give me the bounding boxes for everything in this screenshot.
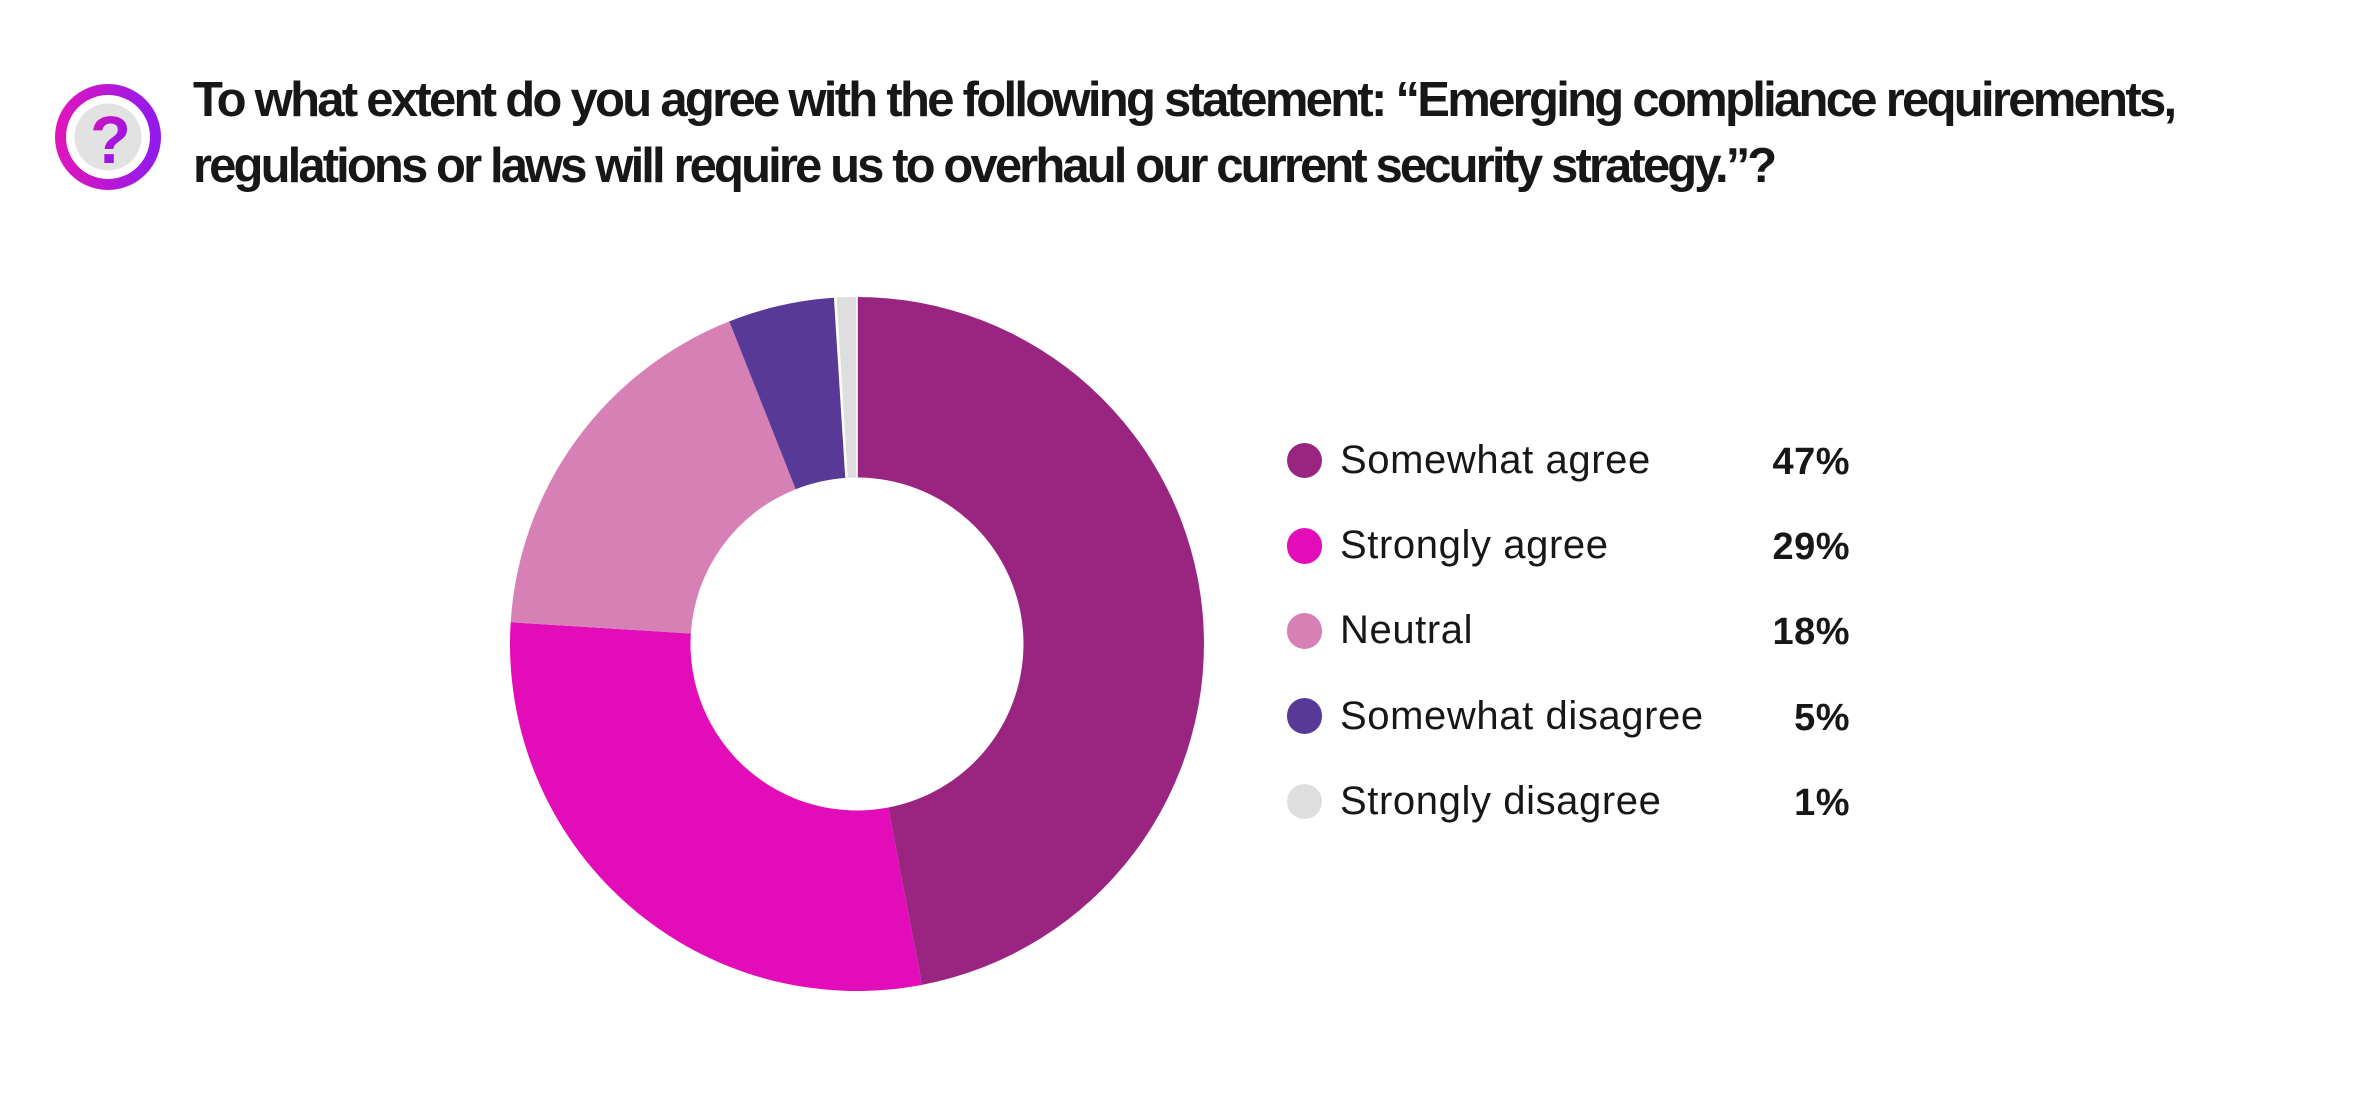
svg-text:?: ? [90,103,131,178]
